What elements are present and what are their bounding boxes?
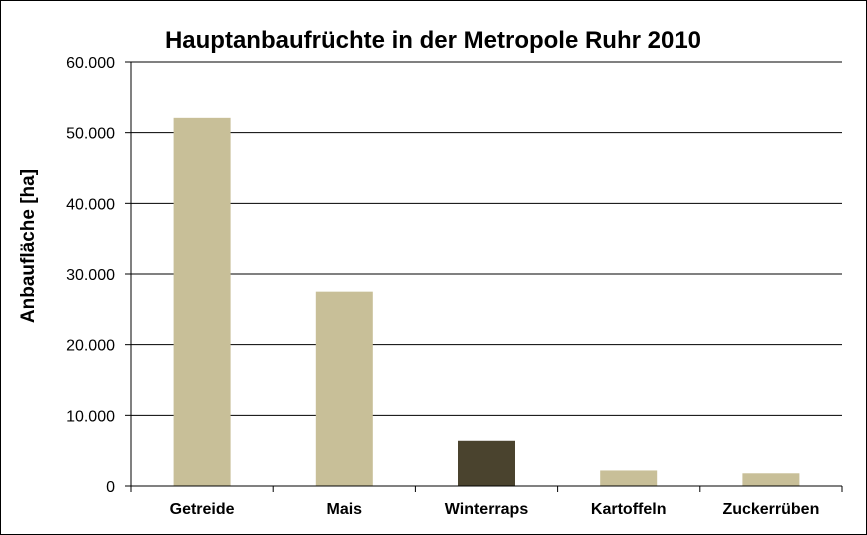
y-tick-label: 10.000 [66,408,115,425]
gridlines [131,61,842,416]
tick-labels: 0 10.000 20.000 30.000 40.000 50.000 60.000 Get… [66,55,819,518]
x-tick-label: Getreide [170,501,235,518]
bars [173,117,800,487]
x-tick-label: Mais [327,501,363,518]
y-tick-label: 60.000 [66,55,115,72]
bar-getreide [173,117,231,487]
bar-winterraps [458,440,515,486]
y-axis-label: Anbaufläche [ha] [18,169,39,323]
bar-zuckerrüben [742,473,800,486]
y-tick-label: 40.000 [66,196,115,213]
y-tick-label: 20.000 [66,338,115,355]
bar-kartoffeln [600,470,658,486]
x-tick-label: Kartoffeln [591,501,667,518]
bar-mais [315,291,373,486]
chart-title: Hauptanbaufrüchte in der Metropole Ruhr … [165,27,701,54]
y-tick-label: 0 [106,479,115,496]
axes [125,61,843,492]
x-tick-label: Zuckerrüben [722,501,819,518]
x-tick-label: Winterraps [445,501,529,518]
y-tick-label: 50.000 [66,126,115,143]
y-tick-label: 30.000 [66,267,115,284]
